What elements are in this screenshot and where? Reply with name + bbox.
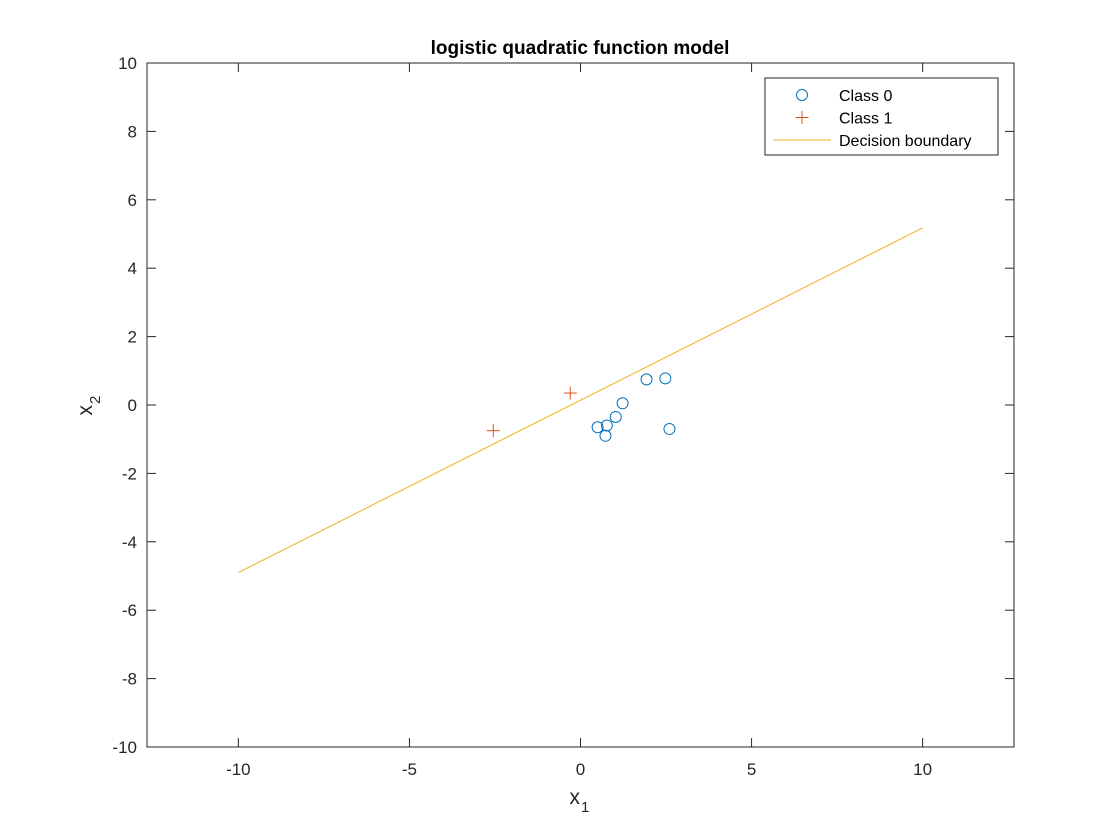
y-axis-label-text: x [74, 405, 97, 416]
y-tick-label: -10 [112, 738, 137, 757]
x-tick-label: 0 [576, 760, 585, 779]
y-tick-label: -4 [122, 533, 137, 552]
y-tick-label: 0 [128, 396, 137, 415]
y-tick-label: 2 [128, 328, 137, 347]
x-tick-label: 5 [747, 760, 756, 779]
class-0-point [600, 419, 613, 432]
class-0-point [659, 372, 672, 385]
plot-area [147, 63, 1014, 747]
decision-boundary-line [238, 227, 923, 574]
y-axis-label: x 2 [74, 396, 104, 416]
class-0-point [616, 397, 629, 410]
y-tick-label: 6 [128, 191, 137, 210]
legend-entry-label: Decision boundary [839, 133, 972, 150]
y-tick-label: -8 [122, 670, 137, 689]
class-0-point [640, 373, 653, 386]
x-tick-label: -10 [226, 760, 251, 779]
legend-box [764, 77, 999, 156]
x-tick-label: -5 [402, 760, 417, 779]
class-1-point [563, 386, 577, 400]
class-1-point [486, 424, 500, 438]
y-tick-label: -2 [122, 464, 137, 483]
legend: Class 0 Class 1 Decision boundary [764, 77, 999, 156]
axes-box [146, 62, 1015, 748]
x-axis-label-text: x [570, 786, 581, 809]
chart-title: logistic quadratic function model [431, 38, 730, 59]
class-0-point [663, 422, 676, 435]
y-tick-label: 4 [128, 259, 137, 278]
y-tick-label: 10 [118, 54, 137, 73]
axis-ticks: -10 -5 0 5 10 -10 -8 -6 -4 -2 0 2 4 6 8 10 [112, 54, 1014, 779]
x-axis-label-subscript: 1 [581, 799, 589, 816]
x-tick-label: 10 [913, 760, 932, 779]
class-0-point [599, 429, 612, 442]
legend-entry-label: Class 1 [839, 111, 892, 128]
legend-circle-marker [796, 89, 808, 101]
legend-entry-label: Class 0 [839, 88, 892, 105]
y-tick-label: 8 [128, 122, 137, 141]
class-0-point [609, 410, 622, 423]
legend-plus-marker [795, 111, 809, 124]
y-tick-label: -6 [122, 601, 137, 620]
class-0-point [591, 421, 604, 434]
x-axis-label: x 1 [570, 786, 590, 816]
data-layer [238, 227, 923, 574]
y-axis-label-subscript: 2 [87, 396, 104, 404]
